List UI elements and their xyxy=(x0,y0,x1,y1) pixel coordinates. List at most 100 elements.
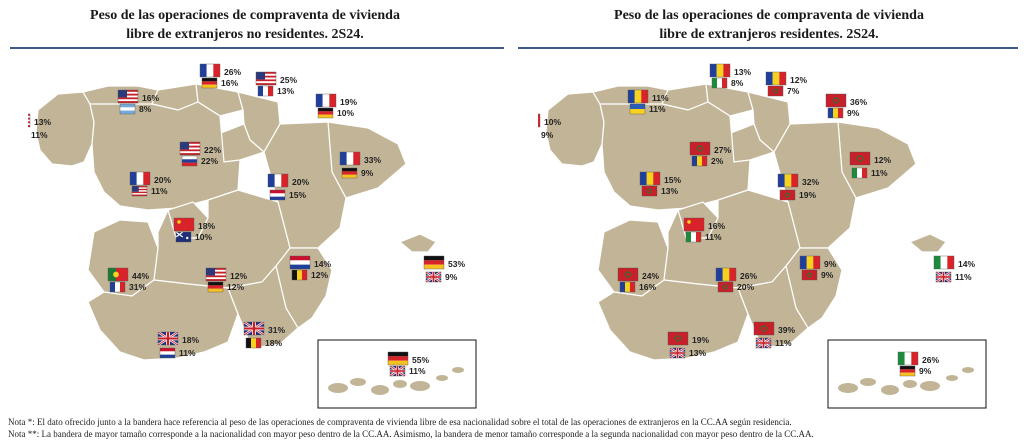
flag-argentina-icon xyxy=(119,103,136,115)
percentage-label: 25% xyxy=(280,75,297,85)
percentage-label: 11% xyxy=(151,186,168,196)
percentage-label: 10% xyxy=(544,117,561,127)
percentage-label: 26% xyxy=(922,355,939,365)
percentage-label: 15% xyxy=(664,175,681,185)
flag-morocco-icon xyxy=(753,321,775,336)
percentage-label: 12% xyxy=(874,155,891,165)
canary-island xyxy=(371,385,389,395)
title-line-1: Peso de las operaciones de compraventa d… xyxy=(614,8,924,23)
percentage-label: 36% xyxy=(850,97,867,107)
percentage-label: 20% xyxy=(154,175,171,185)
percentage-label: 13% xyxy=(689,348,706,358)
percentage-label: 13% xyxy=(734,67,751,77)
region-baleares xyxy=(908,233,947,253)
percentage-label: 16% xyxy=(142,93,159,103)
flag-netherlands-icon xyxy=(159,347,176,359)
canary-island xyxy=(946,375,958,381)
canary-island xyxy=(903,380,917,388)
percentage-label: 8% xyxy=(139,104,152,114)
flag-france-icon xyxy=(257,85,274,97)
flag-romania-icon xyxy=(709,63,731,78)
percentage-label: 20% xyxy=(737,282,754,292)
flag-morocco-icon xyxy=(667,331,689,346)
percentage-label: 20% xyxy=(292,177,309,187)
flag-morocco-icon xyxy=(849,151,871,166)
flag-france-icon xyxy=(199,63,221,78)
percentage-label: 14% xyxy=(314,259,331,269)
flag-romania-icon xyxy=(715,267,737,282)
percentage-label: 18% xyxy=(265,338,282,348)
region-andalucia xyxy=(87,279,239,361)
percentage-label: 11% xyxy=(871,168,888,178)
percentage-label: 9% xyxy=(824,259,837,269)
title-rule xyxy=(518,47,1018,49)
flag-ukraine-icon xyxy=(629,103,646,115)
flag-germany-icon xyxy=(341,167,358,179)
map-title-non-residents: Peso de las operaciones de compraventa d… xyxy=(10,6,480,44)
flag-australia-icon xyxy=(175,231,192,243)
flag-romania-icon xyxy=(827,107,844,119)
percentage-label: 27% xyxy=(714,145,731,155)
flag-morocco-icon xyxy=(801,269,818,281)
percentage-label: 11% xyxy=(775,338,792,348)
percentage-label: 11% xyxy=(409,366,426,376)
flag-morocco-icon xyxy=(689,141,711,156)
flag-morocco-icon xyxy=(617,267,639,282)
percentage-label: 12% xyxy=(230,271,247,281)
flag-uk-icon xyxy=(935,271,952,283)
flag-romania-icon xyxy=(799,255,821,270)
percentage-label: 2% xyxy=(711,156,724,166)
percentage-label: 18% xyxy=(198,221,215,231)
region-baleares xyxy=(398,233,437,253)
percentage-label: 16% xyxy=(708,221,725,231)
flag-germany-icon xyxy=(387,351,409,366)
percentage-label: 26% xyxy=(224,67,241,77)
percentage-label: 9% xyxy=(361,168,374,178)
flag-usa-icon xyxy=(28,113,31,128)
flag-morocco-icon xyxy=(779,189,796,201)
flag-morocco-icon xyxy=(717,281,734,293)
percentage-label: 13% xyxy=(34,117,51,127)
percentage-label: 16% xyxy=(639,282,656,292)
title-line-2: libre de extranjeros residentes. 2S24. xyxy=(659,27,879,42)
percentage-label: 12% xyxy=(227,282,244,292)
percentage-label: 9% xyxy=(541,130,554,140)
flag-italy-icon xyxy=(851,167,868,179)
percentage-label: 9% xyxy=(847,108,860,118)
flag-germany-icon xyxy=(317,107,334,119)
title-rule xyxy=(10,47,504,49)
flag-uk-icon xyxy=(669,347,686,359)
title-line-1: Peso de las operaciones de compraventa d… xyxy=(90,8,400,23)
flag-portugal-icon xyxy=(538,113,541,128)
flag-romania-icon xyxy=(765,71,787,86)
percentage-label: 24% xyxy=(642,271,659,281)
flag-netherlands-icon xyxy=(269,189,286,201)
flag-usa-icon xyxy=(205,267,227,282)
flag-portugal-icon xyxy=(107,267,129,282)
canary-island xyxy=(350,378,366,386)
flag-russia-icon xyxy=(181,155,198,167)
flag-italy-icon xyxy=(897,351,919,366)
flag-uk-icon xyxy=(157,330,179,347)
percentage-label: 33% xyxy=(364,155,381,165)
flag-italy-icon xyxy=(685,231,702,243)
flag-morocco-icon xyxy=(641,185,658,197)
percentage-label: 11% xyxy=(705,232,722,242)
percentage-label: 10% xyxy=(337,108,354,118)
percentage-label: 11% xyxy=(31,130,48,140)
canary-island xyxy=(436,375,448,381)
percentage-label: 31% xyxy=(268,325,285,335)
flag-usa-icon xyxy=(179,141,201,156)
title-line-2: libre de extranjeros no residentes. 2S24… xyxy=(126,27,364,42)
percentage-label: 22% xyxy=(201,156,218,166)
footnote-2: Nota **: La bandera de mayor tamaño corr… xyxy=(8,429,814,439)
region-andalucia xyxy=(597,279,749,361)
canary-island xyxy=(452,367,464,373)
flag-usa-icon xyxy=(117,89,139,104)
flag-france-icon xyxy=(109,281,126,293)
canary-island xyxy=(860,378,876,386)
flag-morocco-icon xyxy=(825,93,847,108)
percentage-label: 13% xyxy=(277,86,294,96)
canary-island xyxy=(838,383,858,393)
flag-france-icon xyxy=(267,173,289,188)
